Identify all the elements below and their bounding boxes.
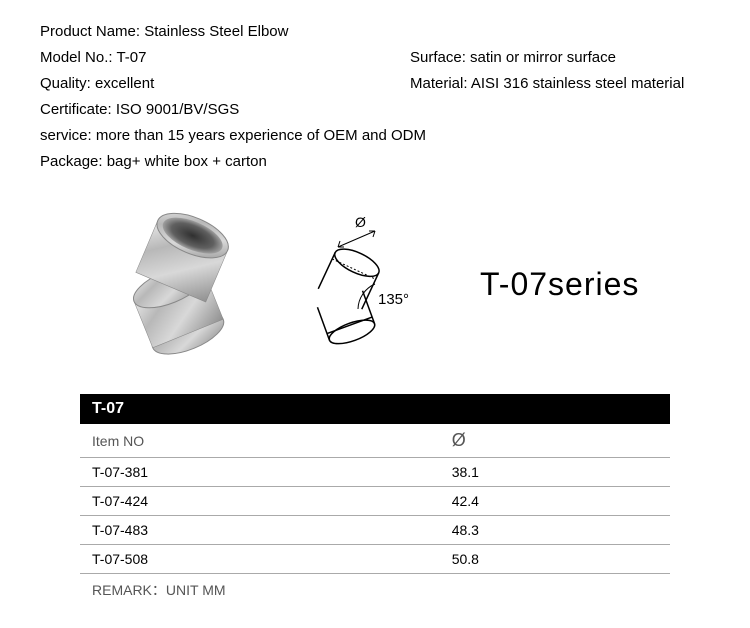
table-remark: REMARK：UNIT MM [80,574,670,606]
label: Certificate: [40,101,112,118]
value: ISO 9001/BV/SGS [116,101,239,118]
spec-model-no: Model No.: T-07 [40,46,400,70]
cell-diameter: 38.1 [440,458,670,487]
cell-item-no: T-07-424 [80,487,440,516]
product-photo [80,204,260,364]
label: Surface: [410,49,466,66]
table-row: T-07-42442.4 [80,487,670,516]
spec-certificate: Certificate: ISO 9001/BV/SGS [40,98,710,122]
spec-table: Item NO Ø T-07-38138.1T-07-42442.4T-07-4… [80,424,670,574]
cell-diameter: 50.8 [440,545,670,574]
label: service: [40,127,92,144]
spec-product-name: Product Name: Stainless Steel Elbow [40,20,710,44]
label: Material: [410,75,468,92]
value: more than 15 years experience of OEM and… [96,127,426,144]
col-item-no: Item NO [80,424,440,458]
cell-item-no: T-07-508 [80,545,440,574]
label: Package: [40,153,103,170]
spec-quality: Quality: excellent [40,72,400,96]
angle-label: 135° [378,291,409,308]
spec-table-wrap: T-07 Item NO Ø T-07-38138.1T-07-42442.4T… [80,394,670,606]
cell-item-no: T-07-483 [80,516,440,545]
label: Quality: [40,75,91,92]
value: excellent [95,75,154,92]
spec-surface: Surface: satin or mirror surface [410,46,710,70]
spec-material: Material: AISI 316 stainless steel mater… [410,72,710,96]
value: T-07 [116,49,146,66]
cell-diameter: 48.3 [440,516,670,545]
diameter-symbol: Ø [355,214,366,230]
table-header-row: Item NO Ø [80,424,670,458]
spec-service: service: more than 15 years experience o… [40,124,710,148]
label: Product Name: [40,23,140,40]
cell-item-no: T-07-381 [80,458,440,487]
images-row: Ø 135° T-07series [80,204,710,364]
value: bag+ white box + carton [107,153,267,170]
value: Stainless Steel Elbow [144,23,288,40]
series-label: T-07series [480,266,639,303]
col-diameter: Ø [440,424,670,458]
table-row: T-07-38138.1 [80,458,670,487]
value: satin or mirror surface [470,49,616,66]
table-row: T-07-50850.8 [80,545,670,574]
table-row: T-07-48348.3 [80,516,670,545]
cell-diameter: 42.4 [440,487,670,516]
product-specs: Product Name: Stainless Steel Elbow Mode… [40,20,710,174]
technical-diagram: Ø 135° [280,209,430,359]
table-title: T-07 [80,394,670,424]
spec-package: Package: bag+ white box + carton [40,150,710,174]
label: Model No.: [40,49,113,66]
value: AISI 316 stainless steel material [471,75,684,92]
